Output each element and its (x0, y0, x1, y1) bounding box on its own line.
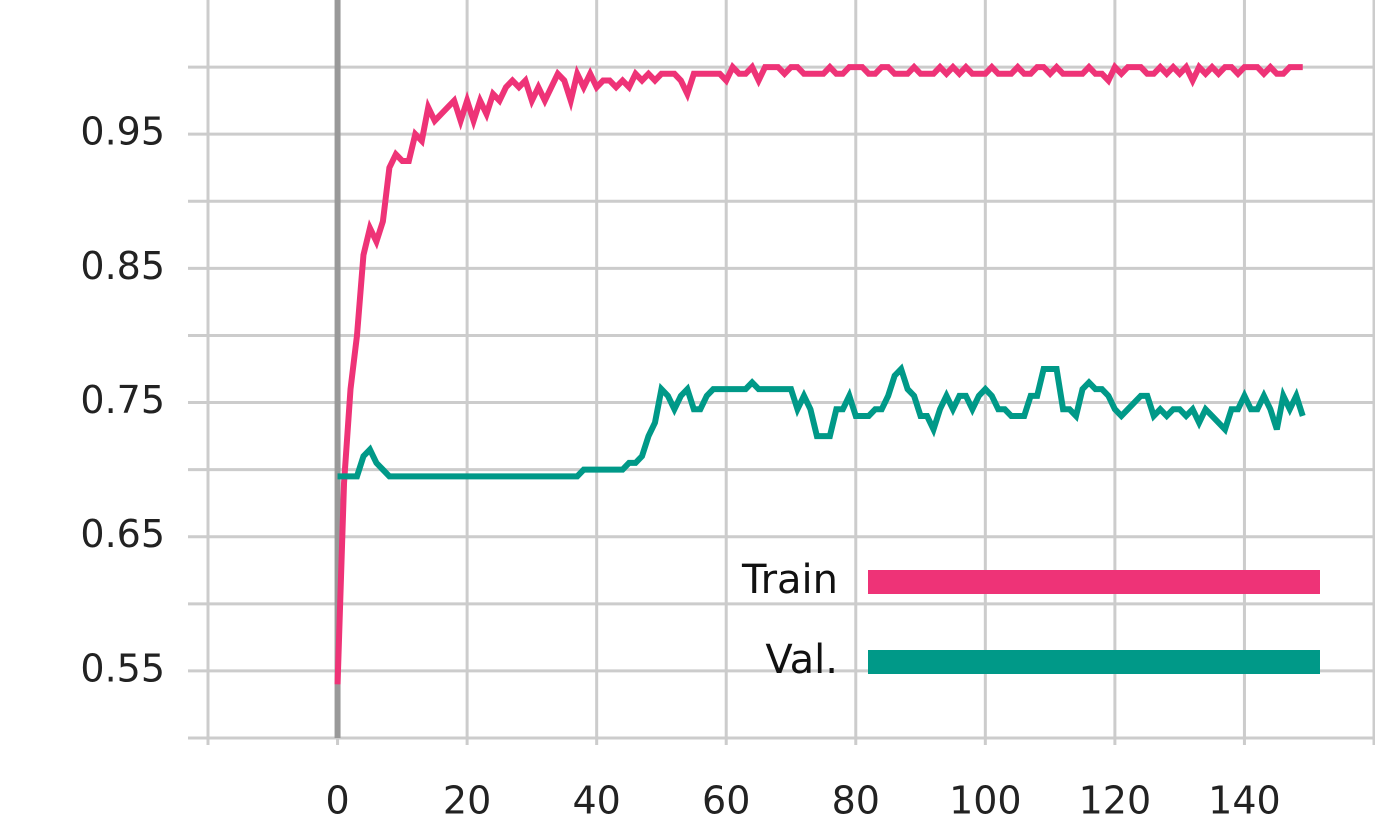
series-line (334, 61, 1303, 685)
x-tick-label: 20 (443, 779, 491, 823)
series-line (337, 363, 1306, 480)
x-tick-label: 120 (1079, 779, 1152, 823)
legend-swatch (868, 570, 1320, 594)
x-tick-label: 40 (572, 779, 620, 823)
x-tick-label: 80 (832, 779, 880, 823)
y-tick-label: 0.55 (80, 646, 165, 690)
legend-label: Val. (765, 637, 838, 683)
y-tick-label: 0.85 (80, 244, 165, 288)
x-tick-label: 100 (949, 779, 1022, 823)
x-tick-label: 0 (325, 779, 349, 823)
legend-label: Train (741, 557, 838, 603)
y-tick-label: 0.75 (80, 378, 165, 422)
y-tick-label: 0.65 (80, 512, 165, 556)
legend-swatch (868, 650, 1320, 674)
y-tick-label: 0.95 (80, 110, 165, 154)
x-tick-label: 60 (702, 779, 750, 823)
x-tick-label: 140 (1208, 779, 1281, 823)
